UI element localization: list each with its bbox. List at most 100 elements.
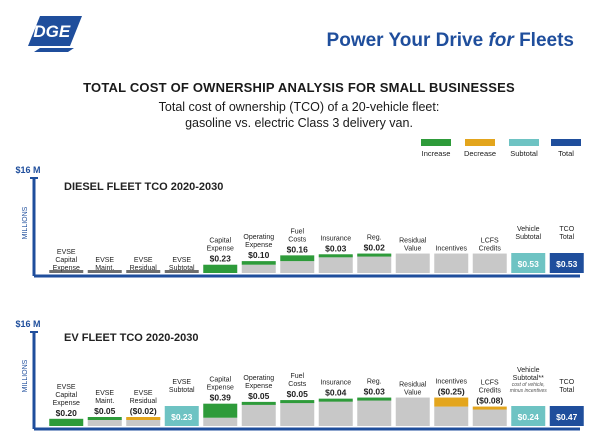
category-label: Expense	[53, 265, 80, 272]
y-axis-label: MILLIONS	[22, 359, 29, 392]
legend-swatch-decrease	[465, 139, 495, 146]
category-label: Capital	[55, 392, 77, 399]
floor-bar	[395, 253, 430, 273]
floor-bar	[472, 253, 507, 273]
category-label: Residual	[399, 238, 427, 245]
category-label: EVSE	[134, 390, 153, 397]
value-label: $0.03	[364, 387, 386, 397]
legend-label: Total	[558, 149, 574, 158]
subtotal-bar	[511, 406, 546, 426]
category-label: EVSE	[95, 390, 114, 397]
category-label: Credits	[479, 246, 502, 253]
increase-bar	[241, 261, 276, 265]
value-label: $0.04	[325, 388, 347, 398]
chart-title: EV FLEET TCO 2020-2030	[64, 332, 199, 344]
value-label: $0.23	[210, 254, 232, 264]
value-label: ($0.25)	[438, 387, 465, 397]
legend-swatch-increase	[421, 139, 451, 146]
category-label: Capital	[209, 377, 231, 384]
category-label: Capital	[55, 257, 77, 264]
value-label: $0.53	[518, 259, 540, 269]
increase-bar	[203, 403, 238, 418]
value-label: $0.53	[556, 259, 578, 269]
increase-bar	[318, 254, 353, 258]
category-label: Maint.	[95, 265, 114, 272]
floor-bar	[203, 417, 238, 426]
category-label: Incentives	[435, 379, 467, 386]
value-label: $0.23	[171, 412, 193, 422]
category-label: Total	[559, 234, 574, 241]
category-label: Value	[404, 246, 421, 253]
sdge-logo	[28, 16, 82, 52]
value-label: $0.10	[248, 250, 270, 260]
category-label: Subtotal**	[513, 375, 544, 382]
category-label: Total	[559, 387, 574, 394]
category-label: EVSE	[57, 384, 76, 391]
category-label: Reg.	[367, 379, 382, 386]
subtitle-line-2: gasoline vs. electric Class 3 delivery v…	[185, 116, 413, 130]
value-label: $0.16	[287, 244, 309, 254]
category-label: Fuel	[290, 373, 304, 380]
category-note: minus incentives	[510, 388, 547, 394]
subtitle: Total cost of ownership (TCO) of a 20-ve…	[0, 99, 598, 131]
category-label: Expense	[207, 246, 234, 253]
category-label: Capital	[209, 238, 231, 245]
category-label: Residual	[130, 265, 158, 272]
decrease-bar	[126, 417, 161, 420]
category-label: Vehicle	[517, 226, 540, 233]
value-label: $0.05	[248, 391, 270, 401]
floor-bar	[126, 417, 161, 426]
category-label: EVSE	[57, 249, 76, 256]
total-bar	[549, 406, 584, 426]
subtotal-bar	[164, 406, 199, 426]
floor-bar	[318, 400, 353, 426]
category-label: Expense	[53, 400, 80, 407]
floor-bar	[241, 403, 276, 426]
category-label: LCFS	[481, 238, 499, 245]
floor-bar	[434, 253, 469, 273]
baseline-bar	[87, 270, 122, 273]
increase-bar	[357, 397, 392, 401]
floor-bar	[87, 418, 122, 426]
y-max-label: $16 M	[15, 319, 40, 329]
floor-bar	[472, 409, 507, 426]
floor-bar	[357, 254, 392, 273]
floor-bar	[434, 406, 469, 426]
floor-bar	[280, 401, 315, 426]
increase-bar	[280, 400, 315, 404]
value-label: ($0.08)	[476, 396, 503, 406]
category-label: Subtotal	[515, 234, 541, 241]
category-label: Fuel	[290, 228, 304, 235]
category-label: Expense	[207, 385, 234, 392]
baseline-bar	[126, 270, 161, 273]
category-label: LCFS	[481, 380, 499, 387]
category-label: Value	[404, 390, 421, 397]
increase-bar	[49, 418, 84, 426]
legend-swatch-total	[551, 139, 581, 146]
category-label: Operating	[243, 375, 274, 382]
baseline-bar	[49, 270, 84, 273]
value-label: $0.05	[94, 406, 116, 416]
legend-subtotal: Subtotal	[494, 139, 554, 158]
category-label: Reg.	[367, 235, 382, 242]
category-label: Costs	[288, 381, 306, 388]
value-label: $0.20	[56, 408, 78, 418]
category-note: cost of vehicle,	[512, 382, 545, 388]
value-label: $0.47	[556, 412, 578, 422]
category-label: Insurance	[320, 235, 351, 242]
floor-bar	[395, 397, 430, 426]
value-label: $0.03	[325, 243, 347, 253]
category-label: Expense	[245, 383, 272, 390]
category-label: Maint.	[95, 398, 114, 405]
value-label: $0.24	[518, 412, 540, 422]
category-label: EVSE	[172, 379, 191, 386]
category-label: TCO	[559, 379, 574, 386]
increase-bar	[203, 264, 238, 273]
category-label: Insurance	[320, 380, 351, 387]
decrease-bar	[472, 406, 507, 410]
category-label: Residual	[130, 398, 158, 405]
subtotal-bar	[511, 253, 546, 273]
y-axis-label: MILLIONS	[22, 206, 29, 239]
subtitle-line-1: Total cost of ownership (TCO) of a 20-ve…	[158, 100, 440, 114]
